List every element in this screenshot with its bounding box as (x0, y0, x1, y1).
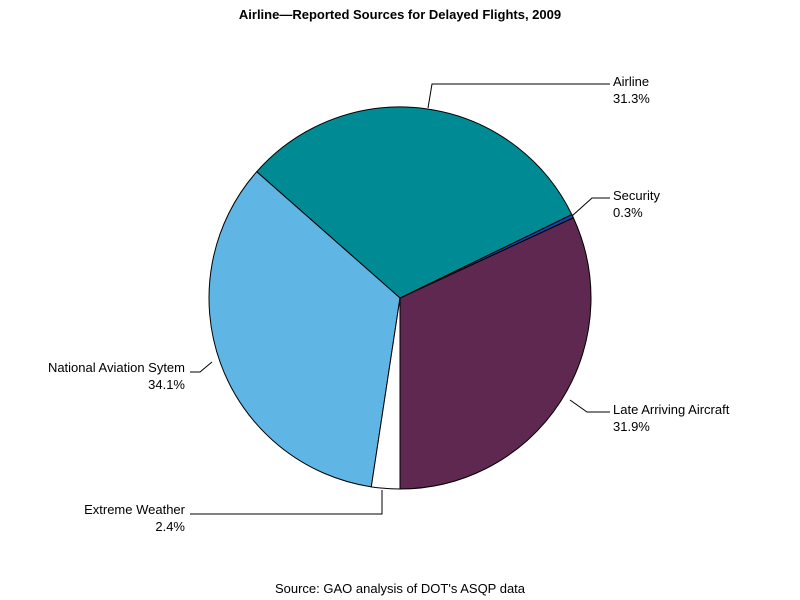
slice-label: Extreme Weather (84, 502, 186, 517)
chart-title: Airline—Reported Sources for Delayed Fli… (239, 7, 561, 22)
chart-footnote: Source: GAO analysis of DOT's ASQP data (275, 581, 526, 596)
leader-line (190, 490, 383, 515)
slice-label: Airline (613, 74, 649, 89)
pie-slice-airline (256, 106, 573, 299)
leader-line (190, 361, 213, 373)
slice-value: 31.9% (613, 419, 650, 434)
leader-line (427, 83, 610, 109)
leader-line (569, 399, 610, 413)
slice-value: 0.3% (613, 205, 643, 220)
pie-slice-extreme-weather (370, 297, 401, 490)
slice-value: 34.1% (148, 377, 185, 392)
slice-value: 31.3% (613, 91, 650, 106)
slice-label: Security (613, 188, 660, 203)
slice-value: 2.4% (155, 519, 185, 534)
slice-label: National Aviation Sytem (48, 360, 185, 375)
pie-slice-late-arriving-aircraft (399, 217, 592, 490)
leader-line (571, 197, 610, 217)
pie-slice-national-aviation-sytem (208, 170, 401, 488)
slice-label: Late Arriving Aircraft (613, 402, 730, 417)
